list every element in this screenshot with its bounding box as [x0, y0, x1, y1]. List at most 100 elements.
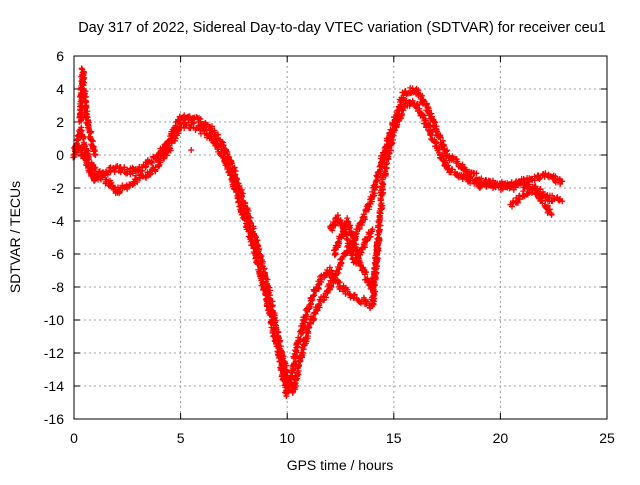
y-tick-label: -12: [44, 345, 64, 361]
data-point: [431, 118, 438, 125]
data-point: [371, 298, 378, 305]
data-point: [89, 138, 96, 145]
y-tick-label: 2: [56, 114, 64, 130]
data-point: [345, 223, 352, 230]
data-point: [175, 127, 182, 134]
data-point: [233, 179, 240, 186]
y-tick-label: 0: [56, 147, 64, 163]
data-point: [459, 161, 466, 168]
data-point: [398, 111, 405, 118]
data-point: [224, 149, 231, 156]
data-point: [367, 285, 374, 292]
data-point: [297, 335, 304, 342]
y-tick-label: -2: [52, 180, 65, 196]
data-point: [393, 122, 400, 129]
data-point: [246, 227, 253, 234]
data-point: [186, 113, 193, 120]
data-point: [336, 265, 343, 272]
series-secondary-trace: [70, 97, 566, 400]
x-tick-label: 5: [177, 430, 185, 446]
data-point: [79, 69, 86, 76]
data-point: [394, 121, 401, 128]
data-point: [532, 185, 539, 192]
data-point: [334, 212, 341, 219]
data-point: [397, 115, 404, 122]
data-point: [232, 168, 239, 175]
data-point: [377, 163, 384, 170]
data-point: [378, 200, 385, 207]
data-point: [238, 200, 245, 207]
data-point: [80, 134, 87, 141]
data-point: [309, 314, 316, 321]
series-loop-branch-b: [327, 212, 376, 267]
data-point: [432, 119, 439, 126]
data-point: [420, 112, 427, 119]
y-tick-layer: -16 -14 -12 -10 -8 -6 -4 -2 0 2 4 6: [44, 48, 607, 427]
data-point: [380, 181, 387, 188]
x-tick-layer: 0 5 10 15 20 25: [70, 56, 615, 446]
data-point: [559, 198, 566, 205]
data-point: [111, 168, 118, 175]
data-point: [152, 167, 159, 174]
data-point: [81, 90, 88, 97]
data-point: [360, 294, 367, 301]
data-point: [429, 128, 436, 135]
data-point: [369, 226, 376, 233]
data-point: [439, 142, 446, 149]
data-point: [109, 182, 116, 189]
data-point: [278, 366, 285, 373]
data-point: [435, 146, 442, 153]
data-point: [92, 152, 99, 158]
data-point: [483, 183, 490, 190]
y-tick-label: -14: [44, 378, 64, 394]
data-point: [521, 179, 528, 186]
y-tick-label: 4: [56, 81, 64, 97]
data-point: [264, 302, 271, 309]
data-point: [304, 335, 311, 342]
data-point: [508, 203, 515, 210]
data-point: [364, 298, 371, 305]
x-tick-label: 0: [70, 430, 78, 446]
data-point: [361, 216, 368, 223]
series-loop-branch-a: [331, 215, 383, 292]
data-point: [520, 188, 527, 195]
data-point: [78, 65, 85, 72]
data-point: [268, 312, 275, 319]
x-tick-label: 15: [386, 430, 402, 446]
y-tick-label: -6: [52, 246, 65, 262]
y-axis-label: SDTVAR / TECUs: [7, 181, 23, 293]
data-point: [414, 100, 421, 107]
data-point: [548, 211, 555, 218]
data-point: [241, 211, 248, 218]
data-point: [268, 318, 275, 325]
data-point: [231, 183, 238, 190]
series-late-branch: [507, 183, 555, 218]
data-point: [129, 164, 136, 171]
data-point: [197, 116, 204, 123]
data-point: [463, 166, 470, 173]
data-point: [472, 176, 479, 183]
data-point: [272, 329, 279, 336]
data-point: [352, 237, 359, 244]
y-tick-label: -10: [44, 312, 64, 328]
data-point: [164, 152, 171, 159]
data-point: [168, 138, 175, 145]
data-point: [471, 177, 478, 184]
data-point: [104, 171, 111, 178]
plot-frame: [73, 55, 608, 420]
data-point: [230, 175, 237, 182]
data-point: [101, 172, 108, 179]
data-point: [362, 207, 369, 214]
data-point: [308, 296, 315, 303]
data-point: [377, 222, 384, 229]
data-point: [338, 260, 345, 267]
data-point: [90, 164, 97, 171]
data-point: [538, 194, 545, 201]
data-point: [190, 119, 197, 126]
data-point: [80, 82, 87, 89]
data-point: [420, 98, 427, 105]
series-early-spike: [76, 65, 99, 158]
data-point: [228, 159, 235, 166]
data-point: [257, 253, 264, 260]
